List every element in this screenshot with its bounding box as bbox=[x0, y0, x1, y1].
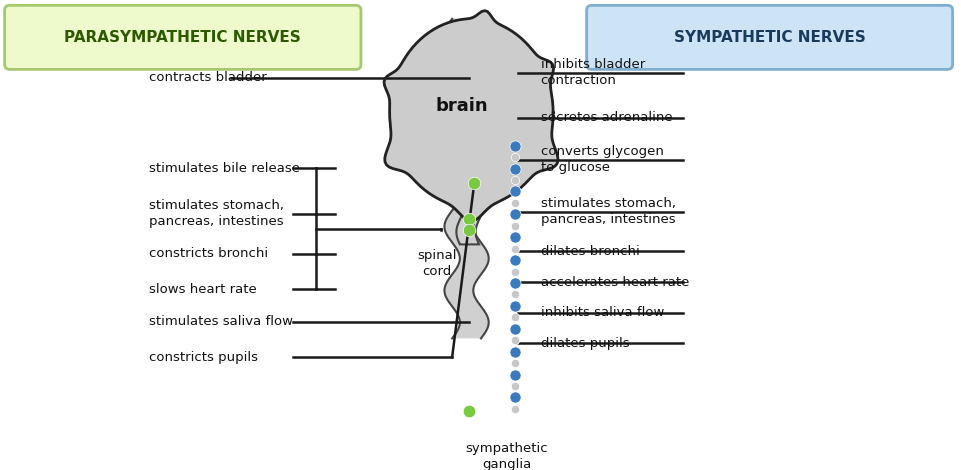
Text: brain: brain bbox=[435, 97, 487, 115]
Polygon shape bbox=[383, 11, 557, 221]
Text: spinal
cord: spinal cord bbox=[416, 249, 456, 278]
Text: PARASYMPATHETIC NERVES: PARASYMPATHETIC NERVES bbox=[64, 30, 301, 45]
Text: stimulates bile release: stimulates bile release bbox=[149, 162, 300, 175]
Text: dilates bronchi: dilates bronchi bbox=[540, 245, 639, 258]
FancyBboxPatch shape bbox=[5, 5, 360, 70]
Text: constricts pupils: constricts pupils bbox=[149, 351, 258, 364]
Text: constricts bronchi: constricts bronchi bbox=[149, 247, 268, 260]
Polygon shape bbox=[444, 19, 488, 338]
Text: contracts bladder: contracts bladder bbox=[149, 71, 266, 84]
Text: inhibits bladder
contraction: inhibits bladder contraction bbox=[540, 58, 644, 87]
Text: secretes adrenaline: secretes adrenaline bbox=[540, 111, 672, 124]
Text: dilates pupils: dilates pupils bbox=[540, 337, 628, 350]
Text: sympathetic
ganglia: sympathetic ganglia bbox=[465, 442, 548, 470]
Text: accelerates heart rate: accelerates heart rate bbox=[540, 275, 688, 289]
Text: stimulates stomach,
pancreas, intestines: stimulates stomach, pancreas, intestines bbox=[149, 199, 283, 228]
Text: slows heart rate: slows heart rate bbox=[149, 282, 257, 296]
Text: SYMPATHETIC NERVES: SYMPATHETIC NERVES bbox=[673, 30, 865, 45]
Text: stimulates saliva flow: stimulates saliva flow bbox=[149, 315, 293, 329]
Text: inhibits saliva flow: inhibits saliva flow bbox=[540, 306, 663, 319]
Text: converts glycogen
to glucose: converts glycogen to glucose bbox=[540, 145, 663, 174]
Text: stimulates stomach,
pancreas, intestines: stimulates stomach, pancreas, intestines bbox=[540, 197, 675, 226]
FancyBboxPatch shape bbox=[586, 5, 951, 70]
Polygon shape bbox=[456, 195, 482, 244]
